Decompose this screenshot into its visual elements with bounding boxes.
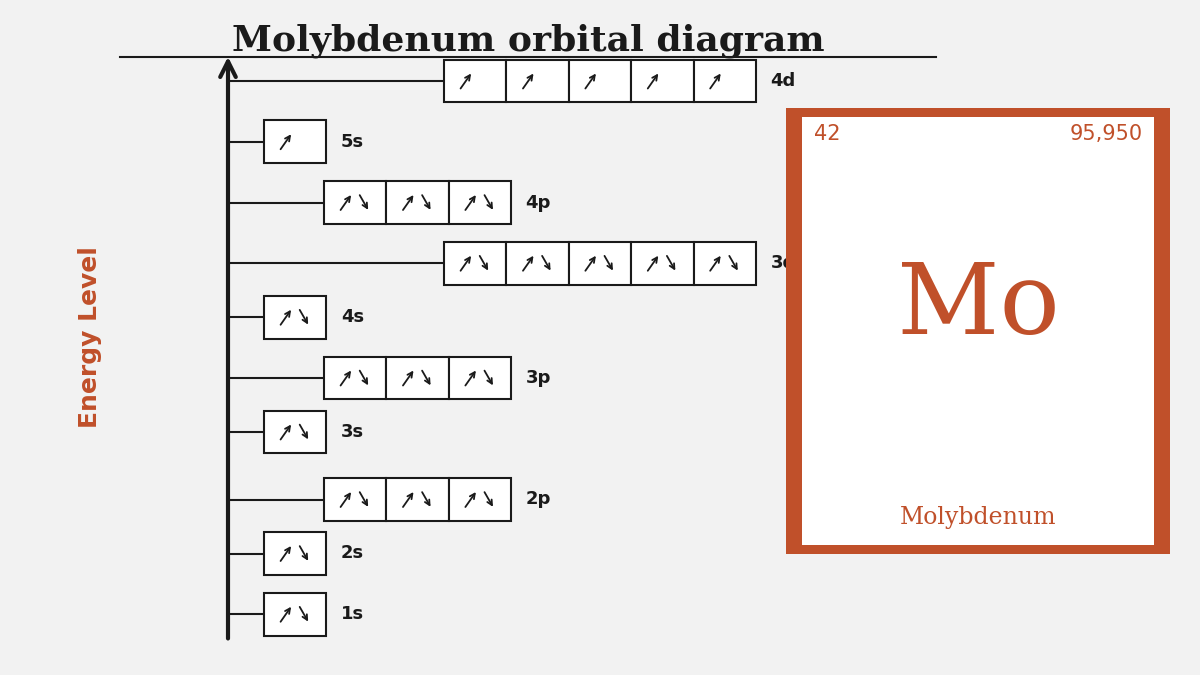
Bar — [786, 108, 1170, 554]
Text: 3d: 3d — [770, 254, 796, 272]
Bar — [449, 478, 511, 521]
Text: 42: 42 — [814, 124, 840, 144]
Text: 1s: 1s — [341, 605, 364, 623]
Bar — [506, 242, 569, 285]
Text: 2s: 2s — [341, 545, 364, 562]
Bar — [324, 357, 386, 400]
Text: 5s: 5s — [341, 133, 364, 151]
Text: Mo: Mo — [896, 259, 1060, 355]
Bar — [324, 478, 386, 521]
Bar — [324, 181, 386, 224]
Bar — [444, 242, 506, 285]
Bar — [264, 532, 326, 575]
Bar — [802, 117, 1154, 545]
Bar — [569, 60, 631, 102]
Text: 4s: 4s — [341, 308, 364, 326]
Bar — [264, 120, 326, 163]
Bar — [386, 357, 449, 400]
Text: 3s: 3s — [341, 423, 364, 441]
Bar — [386, 181, 449, 224]
Text: 95,950: 95,950 — [1069, 124, 1142, 144]
Text: Energy Level: Energy Level — [78, 246, 102, 429]
Bar — [449, 357, 511, 400]
Text: Molybdenum: Molybdenum — [900, 506, 1056, 529]
Bar — [569, 242, 631, 285]
Bar — [449, 181, 511, 224]
Text: 3p: 3p — [526, 369, 551, 387]
Bar — [506, 60, 569, 102]
Bar — [264, 410, 326, 454]
Text: 4p: 4p — [526, 194, 551, 211]
Bar — [631, 60, 694, 102]
Bar — [444, 60, 506, 102]
Text: 2p: 2p — [526, 491, 551, 508]
Bar — [264, 296, 326, 339]
Bar — [694, 242, 756, 285]
Bar — [386, 478, 449, 521]
Bar — [264, 593, 326, 636]
Text: 4d: 4d — [770, 72, 796, 90]
Bar — [631, 242, 694, 285]
Text: Molybdenum orbital diagram: Molybdenum orbital diagram — [232, 24, 824, 58]
Bar — [694, 60, 756, 102]
